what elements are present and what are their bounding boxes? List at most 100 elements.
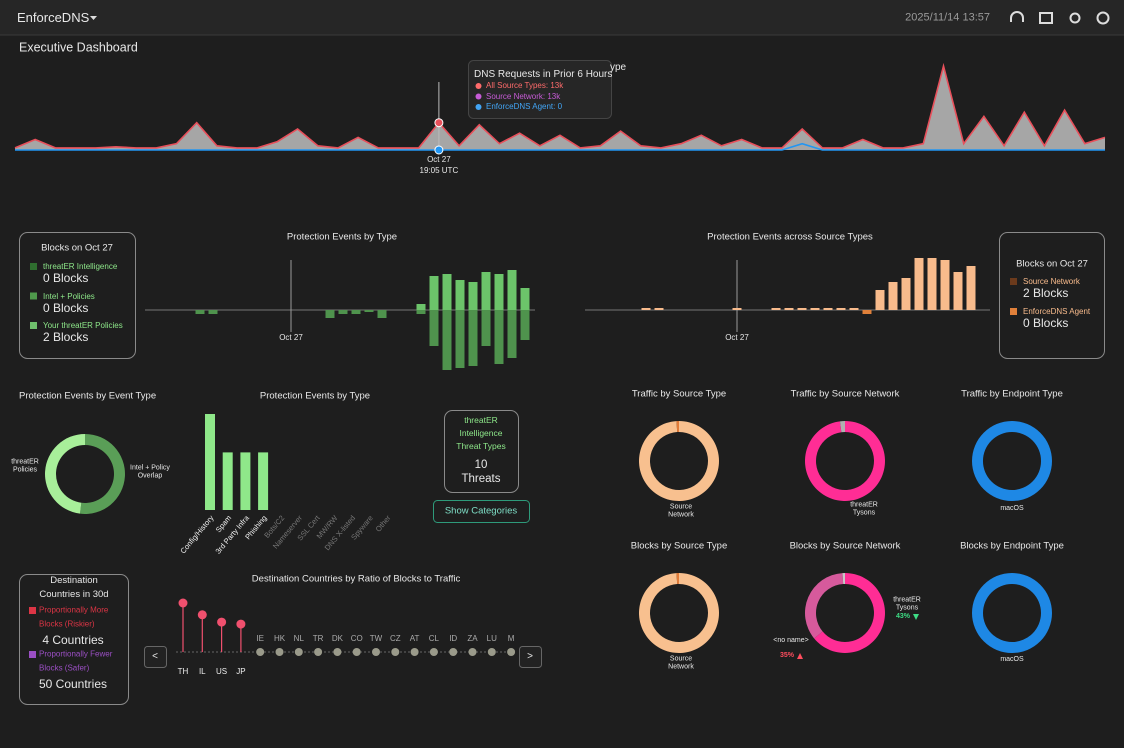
chart-title: Destination Countries by Ratio of Blocks… [251, 573, 461, 585]
nav-button[interactable] [519, 646, 542, 668]
bar [520, 310, 530, 340]
tooltip-title: DNS Requests in Prior 6 Hours [474, 69, 613, 80]
bar [442, 310, 452, 370]
lollipop [178, 598, 188, 608]
summary-box [19, 232, 136, 359]
lollipop [197, 610, 207, 620]
count: 10 Threats [461, 459, 501, 485]
button-frame[interactable] [433, 500, 530, 523]
x-tick-label: Oct 27 [725, 333, 749, 343]
app-name[interactable]: EnforceDNS [17, 10, 90, 26]
bar [507, 270, 517, 310]
x-tick-label: IE [256, 634, 264, 644]
bar [351, 310, 361, 314]
donut-segment [842, 573, 845, 585]
bar [364, 310, 374, 312]
series-line [14, 62, 1106, 149]
bar [205, 414, 215, 510]
x-tick-label: CO [350, 634, 363, 644]
legend-dot [475, 83, 482, 89]
bar [784, 308, 794, 310]
bar [222, 452, 233, 510]
bar [338, 310, 348, 314]
chart-title: Blocks by Source Network [789, 540, 901, 552]
support-icon[interactable] [1010, 11, 1024, 22]
prev-button[interactable]: < [152, 651, 158, 662]
lollipop [333, 648, 342, 656]
donut-segment [972, 421, 1052, 501]
legend-swatch [30, 322, 37, 329]
donut-segment [839, 421, 845, 433]
bar [442, 274, 452, 310]
x-tick-label: M [507, 634, 515, 644]
count: 0 Blocks [43, 270, 89, 285]
account-icon[interactable] [1096, 11, 1110, 25]
segment-label: threatER Tysons [893, 596, 921, 612]
bar [836, 308, 846, 310]
datetime: 2025/11/14 13:57 [905, 11, 990, 24]
bar [732, 308, 742, 310]
legend-label: Proportionally More Blocks (Riskier) [39, 605, 109, 629]
x-tick-label: TR [312, 634, 324, 644]
tooltip-box [468, 60, 612, 119]
chart-title: Traffic by Endpoint Type [961, 388, 1063, 400]
x-tick-label: US [216, 667, 228, 677]
box-title: Blocks on Oct 27 [41, 242, 113, 254]
box-title: Destination Countries in 30d [39, 574, 109, 600]
lollipop [314, 648, 323, 656]
legend-swatch [1010, 278, 1017, 285]
count: 4 Countries [42, 632, 104, 647]
legend-swatch [29, 607, 36, 614]
lollipop [449, 648, 458, 656]
bar [862, 310, 872, 314]
show-categories-button[interactable]: Show Categories [444, 505, 518, 517]
legend-dot [475, 104, 482, 110]
next-button[interactable]: > [527, 651, 533, 662]
area [15, 66, 1105, 150]
dropdown-caret[interactable] [90, 16, 97, 20]
legend-label: Proportionally Fewer Blocks (Safer) [39, 649, 113, 673]
x-tick-label: IL [198, 667, 206, 677]
donut-segment [676, 573, 679, 585]
nav-button[interactable] [144, 646, 167, 668]
chart-title: Traffic by Source Type [631, 388, 727, 400]
series-line [15, 142, 1105, 151]
trend-arrow [797, 653, 803, 659]
lollipop [410, 648, 419, 656]
change-label: 43% [895, 612, 911, 620]
legend-swatch [29, 651, 36, 658]
donut-segment [805, 421, 885, 501]
x-tick-label: ID [449, 634, 458, 644]
settings-icon[interactable] [1069, 12, 1081, 24]
bar [481, 310, 491, 346]
bar [810, 308, 820, 310]
segment-label: threatER Policies [11, 458, 39, 474]
bar [455, 310, 465, 368]
x-tick-label: ZA [467, 634, 478, 644]
count: 50 Countries [38, 676, 108, 691]
bar [325, 310, 335, 318]
bar [468, 282, 478, 310]
x-tick-label: TH [177, 667, 189, 677]
chart-title: Protection Events by Event Type [19, 390, 157, 402]
bar [494, 274, 504, 310]
bar [927, 258, 937, 310]
bar [953, 272, 963, 310]
donut-segment [638, 421, 719, 502]
lollipop [468, 648, 477, 656]
docs-icon[interactable] [1039, 12, 1053, 24]
legend-label: threatER Intelligence [43, 262, 118, 272]
top-bar [0, 0, 1124, 35]
legend-swatch [30, 263, 37, 270]
bar [481, 272, 491, 310]
chart-title: Protection Events by Type [259, 390, 371, 402]
segment-label: <no name> [773, 636, 809, 644]
bar [940, 260, 950, 310]
chart-title: Protection Events by Type [286, 231, 398, 243]
x-tick-label: DK [331, 634, 343, 644]
count: 2 Blocks [43, 329, 89, 344]
segment-label: Source Network [668, 655, 694, 671]
segment-label: Source Network [668, 503, 694, 519]
chart-title: Blocks by Source Type [630, 540, 728, 552]
